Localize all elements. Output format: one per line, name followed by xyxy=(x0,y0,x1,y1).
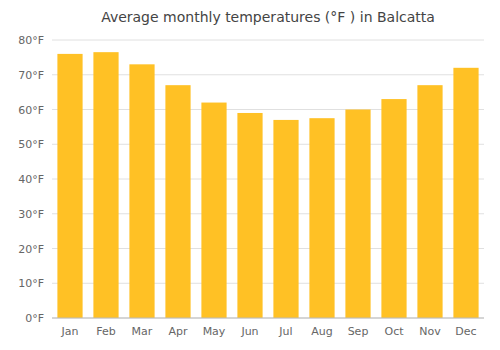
x-tick-label: Mar xyxy=(132,325,153,338)
x-tick-label: Nov xyxy=(419,325,441,338)
x-tick-label: Jul xyxy=(278,325,292,338)
y-tick-label: 20°F xyxy=(18,243,44,256)
x-tick-label: May xyxy=(203,325,226,338)
y-tick-label: 50°F xyxy=(18,138,44,151)
page: {"chart_data": {"type": "bar", "title": … xyxy=(0,0,500,350)
x-tick-label: Dec xyxy=(455,325,476,338)
grid-line xyxy=(52,40,484,41)
grid xyxy=(52,40,484,318)
bar xyxy=(381,99,406,318)
y-tick-label: 40°F xyxy=(18,173,44,186)
y-tick-label: 70°F xyxy=(18,69,44,82)
x-tick-label: Oct xyxy=(384,325,404,338)
bar xyxy=(417,85,442,318)
bar xyxy=(93,52,118,318)
x-tick-label: Apr xyxy=(168,325,188,338)
bars xyxy=(57,52,478,318)
bar xyxy=(273,120,298,318)
x-axis-line xyxy=(52,318,484,319)
bar xyxy=(57,54,82,318)
y-axis: 0°F 10°F 20°F 30°F 40°F 50°F 60°F 70°F 80°F xyxy=(18,34,44,325)
y-tick-label: 10°F xyxy=(18,277,44,290)
bar xyxy=(129,64,154,318)
x-tick-label: Sep xyxy=(348,325,369,338)
y-tick-label: 30°F xyxy=(18,208,44,221)
chart-container: Average monthly temperatures (°F ) in Ba… xyxy=(0,0,500,350)
chart-title: Average monthly temperatures (°F ) in Ba… xyxy=(101,9,435,25)
x-axis: Jan Feb Mar Apr May Jun Jul Aug Sep Oct Nov Dec xyxy=(61,325,477,338)
bar xyxy=(165,85,190,318)
chart-svg: Average monthly temperatures (°F ) in Ba… xyxy=(0,0,500,350)
bar xyxy=(345,110,370,319)
x-tick-label: Feb xyxy=(96,325,115,338)
x-tick-label: Jun xyxy=(240,325,258,338)
y-tick-label: 0°F xyxy=(25,312,44,325)
bar xyxy=(453,68,478,318)
x-tick-label: Aug xyxy=(311,325,332,338)
grid-line xyxy=(52,318,484,319)
y-tick-label: 80°F xyxy=(18,34,44,47)
x-tick-label: Jan xyxy=(61,325,79,338)
bar xyxy=(237,113,262,318)
bar xyxy=(201,103,226,318)
bar xyxy=(309,118,334,318)
y-tick-label: 60°F xyxy=(18,104,44,117)
